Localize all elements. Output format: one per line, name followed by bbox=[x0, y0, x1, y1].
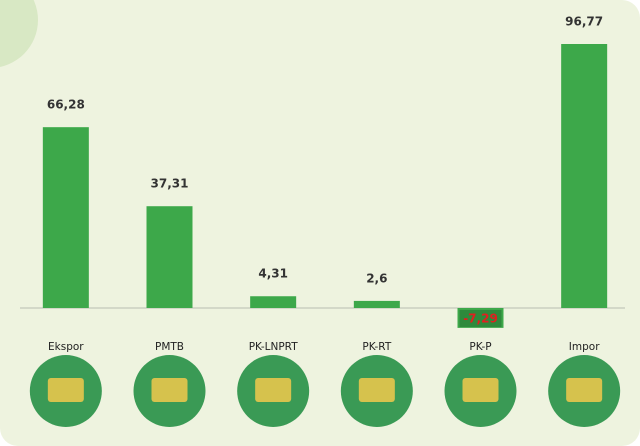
category-label: PMTB bbox=[155, 341, 184, 353]
category-label: PK-LNPRT bbox=[249, 341, 298, 353]
icon-shape bbox=[255, 378, 291, 402]
bar bbox=[250, 296, 296, 308]
icon-shape bbox=[566, 378, 602, 402]
bar bbox=[43, 127, 89, 308]
category-label: Impor bbox=[569, 341, 600, 353]
value-label: 37,31 bbox=[151, 177, 189, 191]
value-label: -7,29 bbox=[463, 312, 498, 326]
value-label: 4,31 bbox=[258, 267, 288, 281]
category-label: Ekspor bbox=[48, 341, 84, 353]
chart: 66,28 Ekspor 37,31 PMTB 4,31 PK-LNPRT 2,6 PK-RT… bbox=[0, 0, 640, 446]
icon-shape bbox=[463, 378, 499, 402]
value-label: 96,77 bbox=[565, 15, 603, 29]
icon-shape bbox=[359, 378, 395, 402]
value-label: 66,28 bbox=[47, 98, 85, 112]
category-label: PK-RT bbox=[362, 341, 391, 353]
icon-shape bbox=[152, 378, 188, 402]
bar bbox=[147, 206, 193, 308]
icon-shape bbox=[48, 378, 84, 402]
bar bbox=[354, 301, 400, 308]
category-label: PK-P bbox=[469, 341, 491, 353]
value-label: 2,6 bbox=[366, 271, 387, 285]
bar bbox=[561, 44, 607, 308]
